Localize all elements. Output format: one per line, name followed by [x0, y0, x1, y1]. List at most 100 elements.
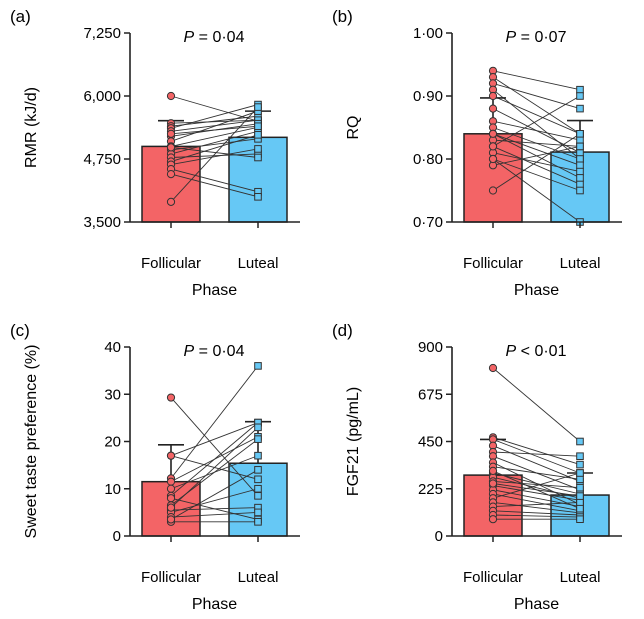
paired-line	[492, 451, 581, 457]
x-tick-label: Luteal	[560, 255, 601, 272]
paired-line	[492, 95, 581, 135]
panel-label: (b)	[332, 7, 353, 26]
y-axis-title: FGF21 (pg/mL)	[345, 387, 362, 496]
point-follicular	[488, 479, 498, 488]
p-symbol: P	[506, 29, 517, 46]
paired-line	[492, 438, 581, 474]
point-luteal	[576, 515, 584, 523]
x-tick-label: Follicular	[141, 255, 201, 272]
p-symbol: P	[506, 343, 517, 360]
y-tick-label: 0	[435, 528, 443, 545]
p-value-label: P < 0·01	[506, 343, 567, 360]
paired-line	[170, 138, 259, 151]
point-luteal	[576, 186, 584, 195]
paired-line	[170, 422, 259, 457]
point-follicular	[166, 515, 176, 524]
point-follicular	[166, 197, 176, 206]
paired-line	[492, 120, 581, 141]
point-luteal	[576, 437, 584, 446]
y-tick-label: 0	[113, 528, 121, 545]
paired-line	[492, 133, 581, 191]
point-follicular	[166, 129, 176, 138]
paired-line	[492, 483, 581, 497]
point-luteal	[576, 498, 584, 507]
point-luteal	[576, 130, 584, 138]
point-follicular	[488, 142, 498, 151]
point-luteal	[254, 362, 262, 370]
paired-line	[492, 501, 581, 514]
point-luteal	[576, 161, 584, 170]
point-follicular	[488, 186, 498, 195]
paired-line	[170, 469, 259, 520]
point-follicular	[166, 503, 176, 512]
paired-line	[492, 133, 581, 166]
y-axis-title: RMR (kJ/d)	[23, 87, 40, 168]
point-luteal	[254, 131, 262, 139]
paired-line	[170, 119, 259, 124]
point-follicular	[488, 129, 498, 138]
point-luteal	[576, 504, 584, 513]
point-luteal	[576, 167, 584, 176]
paired-line	[170, 397, 259, 497]
point-follicular	[166, 494, 176, 503]
x-axis-title: Phase	[514, 596, 559, 613]
y-tick-label: 1·00	[413, 25, 443, 42]
p-value-label: P = 0·04	[184, 29, 245, 46]
paired-line	[170, 125, 259, 135]
y-axis-title: RQ	[345, 116, 362, 140]
p-symbol: P	[184, 343, 195, 360]
point-luteal	[576, 483, 584, 492]
point-luteal	[254, 423, 262, 432]
paired-line	[170, 130, 259, 155]
point-follicular	[488, 363, 498, 373]
x-axis-title: Phase	[192, 282, 237, 299]
paired-line	[170, 426, 259, 508]
panel-label: (d)	[332, 321, 353, 340]
paired-line	[492, 70, 581, 91]
point-follicular	[166, 143, 176, 152]
point-luteal	[576, 136, 584, 144]
x-tick-label: Luteal	[238, 255, 279, 272]
p-value-label: P = 0·04	[184, 343, 245, 360]
point-luteal	[576, 85, 584, 94]
x-tick-label: Follicular	[141, 569, 201, 586]
paired-line	[170, 422, 259, 497]
paired-line	[170, 119, 259, 132]
point-follicular	[166, 170, 176, 179]
y-tick-label: 3,500	[83, 214, 121, 231]
paired-line	[492, 133, 581, 179]
y-tick-label: 20	[104, 434, 121, 451]
paired-line	[170, 106, 259, 203]
point-luteal	[254, 103, 262, 111]
paired-line	[492, 476, 581, 499]
point-luteal	[254, 475, 262, 484]
paired-line	[492, 510, 581, 516]
point-luteal	[576, 180, 584, 188]
paired-line	[492, 89, 581, 160]
point-follicular	[166, 393, 176, 402]
y-tick-label: 450	[418, 434, 443, 451]
point-follicular	[488, 515, 498, 524]
point-luteal	[254, 153, 262, 162]
p-value: < 0·01	[516, 343, 566, 360]
point-luteal	[576, 475, 584, 484]
x-axis-title: Phase	[192, 596, 237, 613]
point-follicular	[166, 484, 176, 493]
paired-line	[492, 445, 581, 482]
x-axis-title: Phase	[514, 282, 559, 299]
paired-line	[170, 95, 259, 122]
y-tick-label: 900	[418, 339, 443, 356]
point-follicular	[488, 104, 498, 113]
point-luteal	[254, 492, 262, 500]
point-luteal	[576, 492, 584, 500]
point-luteal	[254, 435, 262, 443]
y-tick-label: 10	[104, 481, 121, 498]
point-luteal	[254, 484, 262, 493]
point-luteal	[576, 142, 584, 151]
x-tick-label: Luteal	[238, 569, 279, 586]
point-luteal	[576, 174, 584, 182]
point-follicular	[488, 91, 498, 101]
paired-line	[492, 158, 581, 191]
paired-line	[492, 145, 581, 185]
y-tick-label: 30	[104, 386, 121, 403]
